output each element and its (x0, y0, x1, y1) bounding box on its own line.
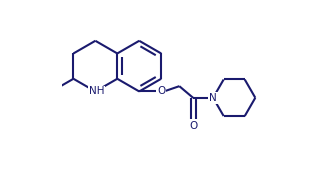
Text: O: O (157, 86, 165, 96)
Text: NH: NH (89, 86, 104, 96)
Text: O: O (189, 121, 197, 131)
Text: N: N (209, 93, 217, 103)
